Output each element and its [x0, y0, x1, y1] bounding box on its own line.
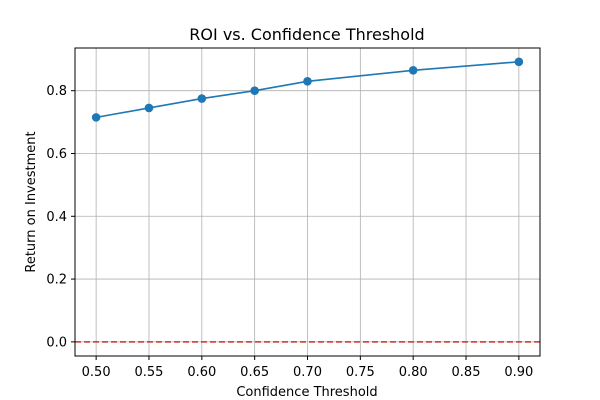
grid [75, 48, 540, 356]
y-axis-label: Return on Investment [24, 131, 39, 272]
y-axis-ticks: 0.0 0.2 0.4 0.6 0.8 [46, 84, 75, 350]
roi-data-point [91, 113, 101, 122]
x-tick-label: 0.60 [187, 365, 216, 380]
roi-data-point [514, 57, 524, 67]
x-tick-label: 0.80 [399, 365, 428, 380]
x-tick-label: 0.65 [240, 365, 269, 380]
x-tick-label: 0.85 [452, 365, 481, 380]
roi-data-point [303, 76, 312, 86]
roi-data-point [144, 103, 154, 113]
x-axis-label: Confidence Threshold [236, 385, 377, 400]
x-tick-label: 0.75 [346, 365, 375, 380]
x-axis-ticks: 0.50 0.55 0.60 0.65 0.70 0.75 0.80 0.85 0.90 [82, 356, 533, 380]
x-tick-label: 0.70 [293, 365, 322, 380]
x-tick-label: 0.50 [82, 365, 111, 380]
y-tick-label: 0.4 [46, 210, 67, 225]
series-layer [91, 57, 524, 122]
roi-data-point [408, 65, 418, 75]
y-tick-label: 0.6 [46, 147, 67, 162]
y-tick-label: 0.2 [46, 273, 67, 288]
y-tick-label: 0.0 [46, 335, 67, 350]
x-tick-label: 0.90 [504, 365, 533, 380]
roi-data-point [197, 94, 207, 103]
roi-data-point [250, 86, 259, 95]
y-tick-label: 0.8 [46, 84, 67, 99]
chart-title: ROI vs. Confidence Threshold [189, 25, 424, 44]
x-tick-label: 0.55 [135, 365, 164, 380]
